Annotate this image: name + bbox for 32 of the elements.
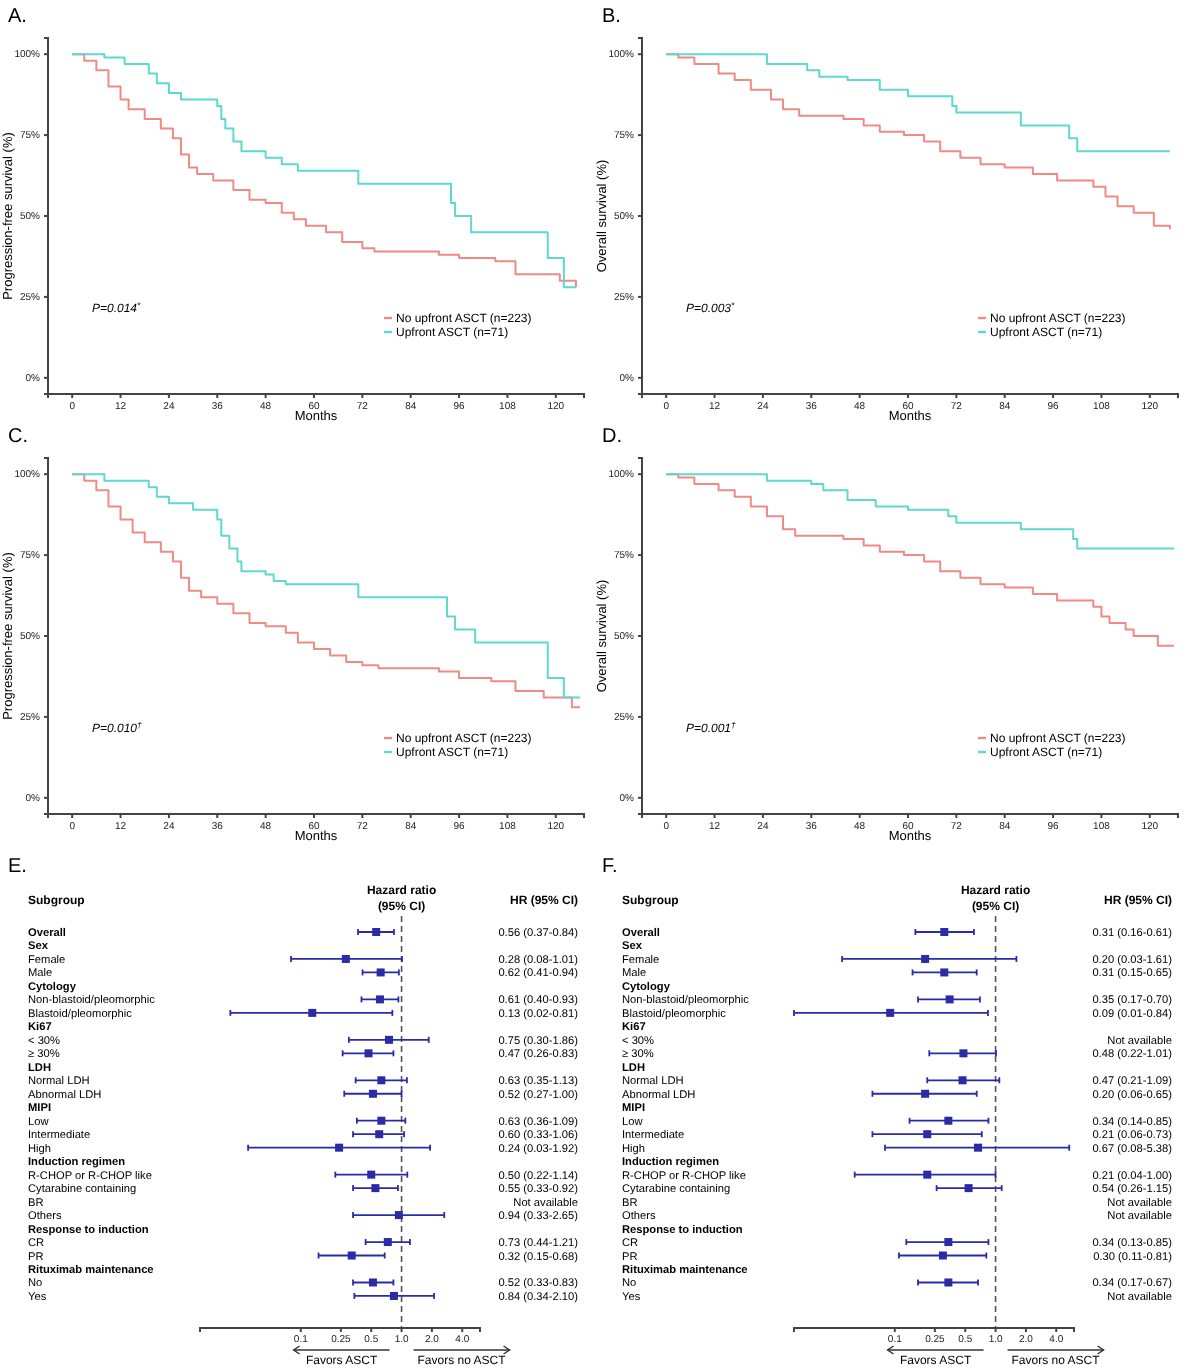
chart-title: C.: [8, 426, 28, 448]
point: [940, 928, 949, 936]
point: [375, 1130, 384, 1139]
text: F.: [602, 856, 618, 878]
text: E.: [8, 856, 27, 878]
point: [944, 1278, 953, 1287]
point: [958, 1076, 967, 1085]
point: [371, 1184, 380, 1193]
point: [367, 1170, 376, 1179]
point: [938, 1251, 947, 1260]
point: [940, 968, 949, 977]
point: [364, 1049, 373, 1058]
point: [945, 995, 954, 1004]
point: [377, 1076, 386, 1085]
point: [923, 1170, 932, 1179]
chart-title: B.: [602, 6, 621, 28]
chart-title: D.: [602, 426, 622, 448]
point: [376, 968, 385, 977]
point: [959, 1049, 968, 1058]
point: [923, 1130, 932, 1139]
point: [375, 995, 384, 1004]
point: [921, 954, 930, 963]
point: [368, 1278, 377, 1287]
point: [377, 1116, 386, 1125]
point: [921, 1089, 930, 1098]
point: [368, 1089, 377, 1098]
point: [944, 1238, 953, 1247]
point: [341, 954, 350, 963]
point: [372, 928, 381, 936]
chart-title: A.: [8, 6, 27, 28]
point: [347, 1251, 356, 1260]
point: [944, 1116, 953, 1125]
